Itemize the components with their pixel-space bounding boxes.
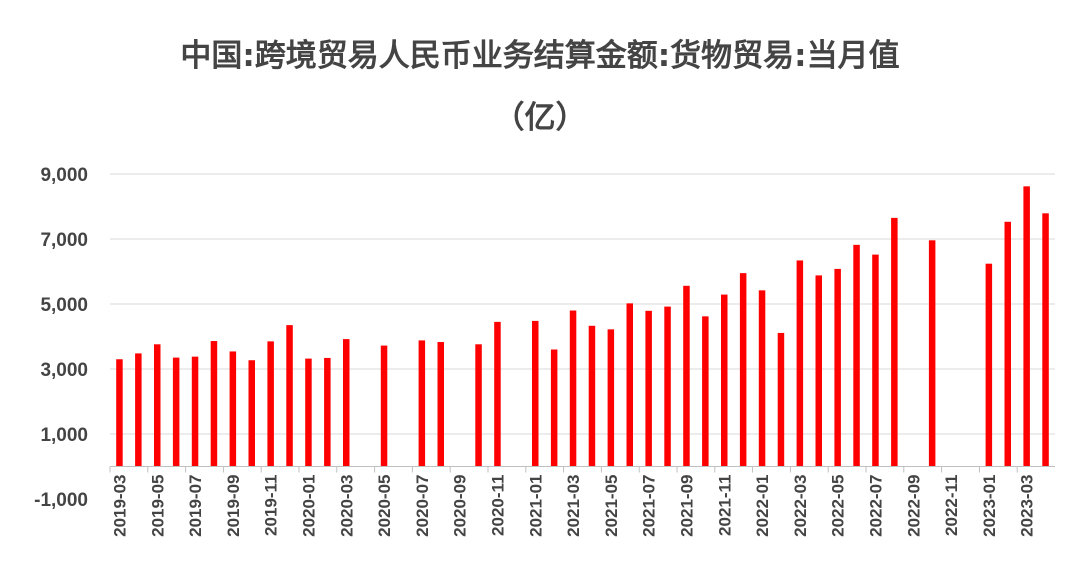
y-tick-label: 7,000 <box>40 230 88 251</box>
x-tick-label: 2019-03 <box>110 475 129 537</box>
bar <box>683 285 690 467</box>
bar <box>853 244 860 467</box>
bar <box>305 358 312 467</box>
bar <box>494 321 501 467</box>
x-tick-label: 2022-09 <box>904 475 923 537</box>
bar <box>475 344 482 467</box>
bar <box>607 329 615 467</box>
bar <box>758 290 766 467</box>
bar <box>172 357 180 467</box>
x-tick-label: 2020-01 <box>299 475 318 537</box>
bar <box>872 254 879 467</box>
bar <box>286 325 293 467</box>
bar <box>928 240 936 467</box>
bar <box>210 341 218 467</box>
bar <box>588 325 596 467</box>
y-tick-label: 1,000 <box>40 425 88 446</box>
chart-title: 中国:跨境贸易人民币业务结算金额:货物贸易:当月值 <box>180 38 900 74</box>
bar <box>248 360 255 467</box>
x-tick-label: 2019-05 <box>148 475 167 537</box>
bar <box>267 341 274 467</box>
bar <box>343 339 350 467</box>
y-tick-label: -1,000 <box>34 490 88 511</box>
bar <box>154 344 161 467</box>
bar <box>116 359 123 467</box>
x-tick-label: 2021-07 <box>640 475 659 537</box>
y-tick-label: 5,000 <box>40 295 88 316</box>
x-tick-label: 2022-11 <box>942 475 961 536</box>
x-tick-label: 2022-03 <box>791 475 810 537</box>
x-tick-label: 2020-03 <box>337 475 356 537</box>
bar <box>191 356 199 467</box>
x-tick-label: 2023-03 <box>1018 475 1037 537</box>
x-tick-label: 2021-01 <box>526 475 545 537</box>
bar <box>550 349 558 467</box>
y-axis-ticks: 9,000 7,000 5,000 3,000 1,000 -1,000 <box>34 165 88 511</box>
bar <box>739 273 747 467</box>
bar <box>1023 186 1030 467</box>
y-tick-label: 3,000 <box>40 360 88 381</box>
bar <box>569 310 577 467</box>
x-tick-label: 2020-05 <box>375 475 394 537</box>
bar <box>324 357 331 467</box>
x-tick-label: 2019-09 <box>224 475 243 537</box>
x-tick-label: 2020-11 <box>488 475 507 536</box>
x-tick-label: 2019-11 <box>262 475 281 536</box>
bar <box>777 332 785 467</box>
x-tick-label: 2019-07 <box>186 475 205 537</box>
x-axis-ticks: 2019-03 2019-05 2019-07 2019-09 2019-11 2020-… <box>109 466 1037 537</box>
bar <box>1042 213 1049 467</box>
x-tick-label: 2023-01 <box>980 475 999 537</box>
bar <box>380 345 388 467</box>
bar <box>891 217 898 467</box>
bar <box>834 268 841 467</box>
bar-series <box>116 186 1049 467</box>
bar <box>229 351 237 467</box>
bar <box>437 342 444 467</box>
bar <box>985 263 993 467</box>
x-tick-label: 2020-09 <box>451 475 470 537</box>
bar <box>664 306 671 467</box>
chart-subtitle: （亿） <box>493 100 587 136</box>
x-tick-label: 2021-03 <box>564 475 583 537</box>
y-tick-label: 9,000 <box>40 165 88 186</box>
bar <box>532 320 539 467</box>
bar <box>626 303 633 467</box>
bar <box>418 340 426 467</box>
bar <box>1004 221 1011 467</box>
x-tick-label: 2022-05 <box>829 475 848 537</box>
bar <box>645 310 652 467</box>
x-tick-label: 2021-11 <box>715 475 734 536</box>
x-tick-label: 2020-07 <box>413 475 432 537</box>
bar <box>721 294 728 467</box>
bar <box>796 260 804 467</box>
bar <box>815 275 822 467</box>
x-tick-label: 2022-07 <box>866 475 885 537</box>
bar <box>702 316 709 467</box>
x-tick-label: 2022-01 <box>753 475 772 537</box>
x-tick-label: 2021-09 <box>677 475 696 537</box>
x-tick-label: 2021-05 <box>602 475 621 537</box>
bar <box>135 353 142 467</box>
